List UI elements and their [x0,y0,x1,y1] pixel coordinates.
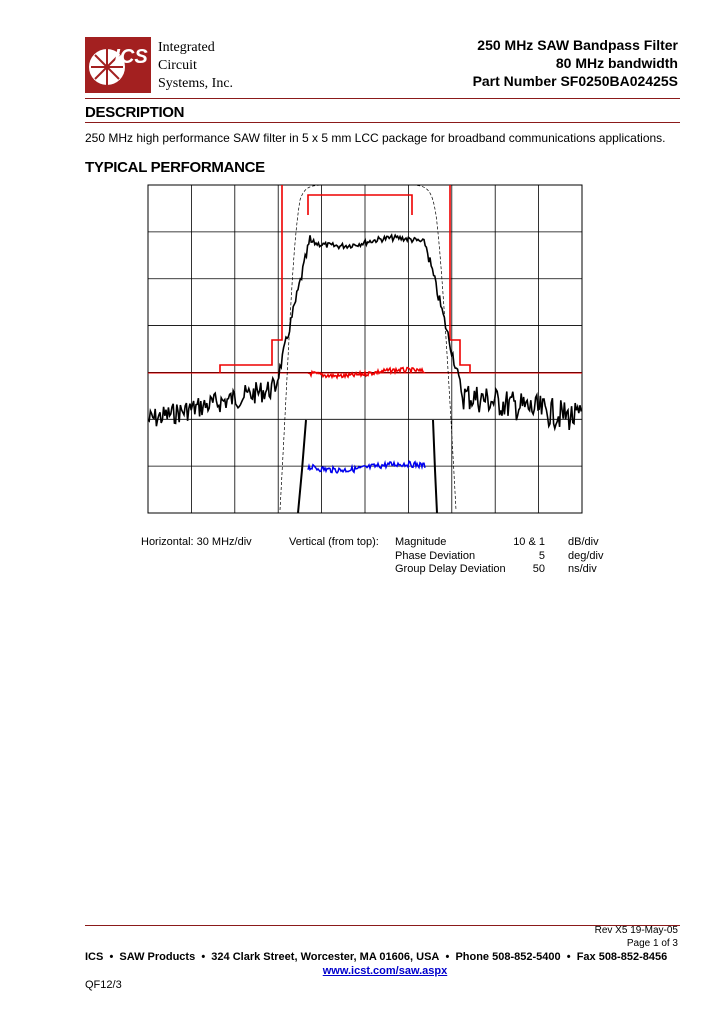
part-number: Part Number SF0250BA02425S [472,73,678,89]
contact-item: ICS [85,951,104,963]
vertical-scale: Vertical (from top): [289,536,379,548]
logo-text: ICS [114,46,148,68]
company-name: Systems, Inc. [158,76,234,91]
contact-item: 324 Clark Street, Worcester, MA 01606, U… [211,951,440,963]
company-name: Integrated [158,40,215,55]
scale-value: 10 & 1 [513,536,545,548]
separator: • [103,951,120,963]
section-rule [85,122,680,123]
quantity: Group Delay Deviation [395,563,506,575]
header-rule [85,98,680,99]
logo: ICS [85,37,151,93]
section-heading: DESCRIPTION [85,104,185,121]
spec-mask [219,185,471,373]
group-delay-trace [307,459,426,475]
contact-item: SAW Products [119,951,196,963]
scale-unit: deg/div [568,549,604,562]
magnitude-trace [147,233,582,432]
scale-value: 5 [538,549,545,562]
performance-plot [147,184,583,514]
quantity: Phase Deviation [395,549,476,562]
passband-edge [297,419,438,514]
scale-unit: dB/div [568,536,599,548]
section-heading: TYPICAL PERFORMANCE [85,159,265,176]
separator: • [195,951,212,963]
description-text: 250 MHz high performance SAW filter in 5… [85,131,666,145]
page-number: Page 1 of 3 [626,938,678,949]
form-number: QF12/3 [85,979,122,991]
revision: Rev X5 19-May-05 [594,925,678,936]
separator: • [439,951,456,963]
product-title: 250 MHz SAW Bandpass Filter [477,37,678,53]
passband-trace [279,184,457,511]
contact-item: Fax 508-852-8456 [576,951,668,963]
website-link[interactable]: www.icst.com/saw.aspx [322,965,448,977]
footer-rule [85,925,680,926]
product-subtitle: 80 MHz bandwidth [555,55,678,71]
scale-unit: ns/div [568,563,597,575]
quantity: Magnitude [395,536,447,548]
contact-item: Phone 508-852-5400 [455,951,561,963]
phase-trace [307,366,426,380]
grid [148,185,582,513]
separator: • [560,951,577,963]
scale-value: 50 [532,563,545,575]
horizontal-scale: Horizontal: 30 MHz/div [141,536,252,548]
company-name: Circuit [158,58,197,73]
contact-line: ICS • SAW Products • 324 Clark Street, W… [85,951,667,963]
